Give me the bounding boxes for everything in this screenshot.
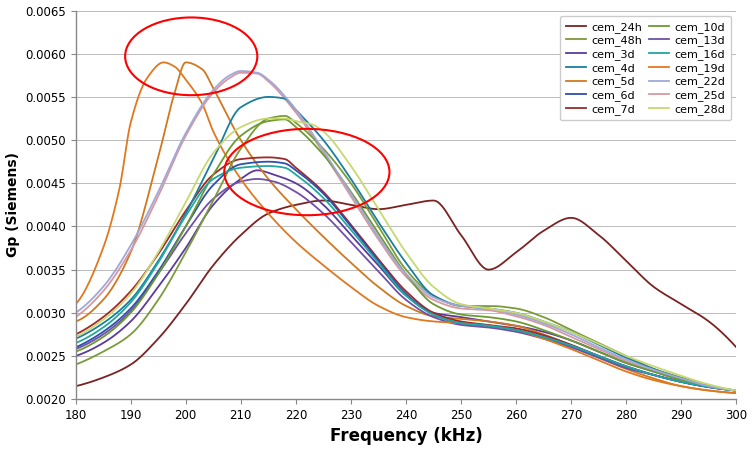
X-axis label: Frequency (kHz): Frequency (kHz) bbox=[330, 428, 483, 446]
Y-axis label: Gp (Siemens): Gp (Siemens) bbox=[5, 152, 20, 258]
Legend: cem_24h, cem_48h, cem_3d, cem_4d, cem_5d, cem_6d, cem_7d, cem_10d, cem_13d, cem_: cem_24h, cem_48h, cem_3d, cem_4d, cem_5d… bbox=[560, 16, 731, 120]
